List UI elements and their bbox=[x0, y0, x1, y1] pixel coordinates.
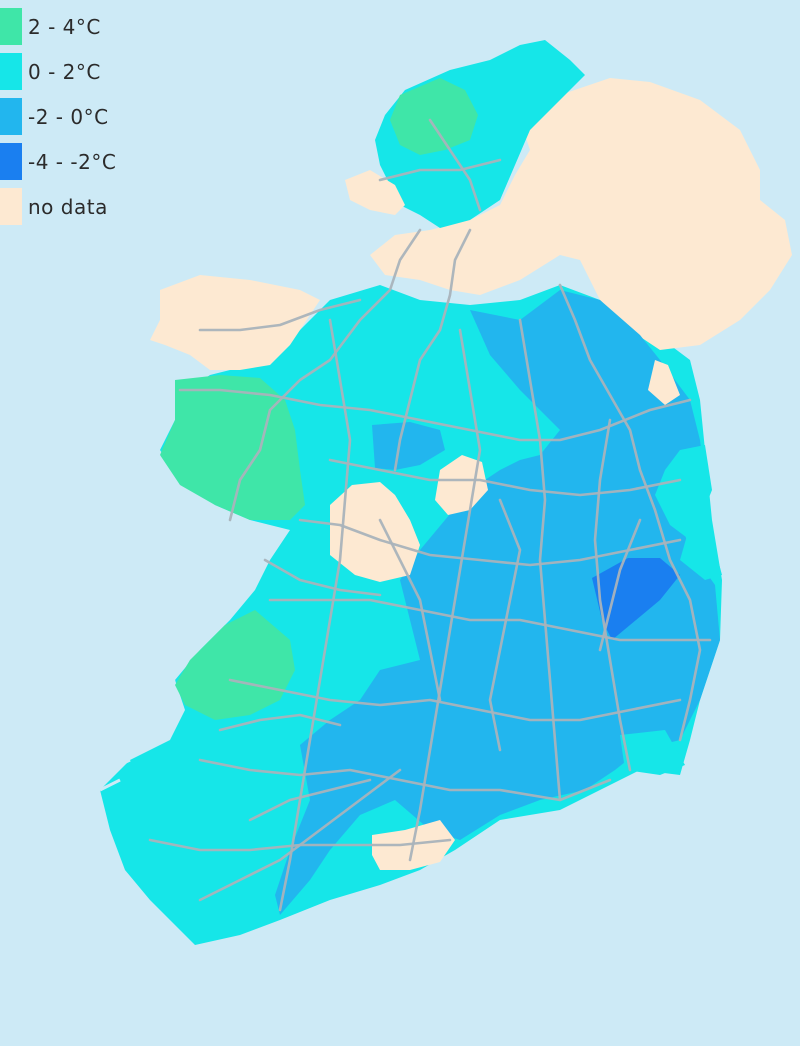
legend-label: -2 - 0°C bbox=[28, 104, 109, 129]
region-wexford-coast bbox=[620, 730, 685, 775]
legend-item-0-2: 0 - 2°C bbox=[0, 49, 116, 94]
region-wicklow-coast bbox=[680, 525, 722, 580]
legend-swatch bbox=[0, 8, 22, 45]
road-network bbox=[148, 118, 712, 912]
region-louth-nodata bbox=[648, 360, 680, 405]
legend-swatch bbox=[0, 188, 22, 225]
legend-swatch bbox=[0, 98, 22, 135]
region-donegal-warm bbox=[390, 78, 478, 155]
region-sligo-nodata bbox=[150, 275, 320, 370]
legend-item-minus4-minus2: -4 - -2°C bbox=[0, 139, 116, 184]
legend-swatch bbox=[0, 53, 22, 90]
legend-item-minus2-0: -2 - 0°C bbox=[0, 94, 116, 139]
region-dublin-coast bbox=[655, 445, 712, 540]
region-wicklow-verycold bbox=[592, 558, 680, 640]
legend-label: 2 - 4°C bbox=[28, 14, 101, 39]
legend-label: no data bbox=[28, 194, 108, 219]
legend-label: -4 - -2°C bbox=[28, 149, 117, 174]
legend-swatch bbox=[0, 143, 22, 180]
region-east-cold bbox=[275, 290, 720, 915]
legend: 2 - 4°C 0 - 2°C -2 - 0°C -4 - -2°C no da… bbox=[0, 4, 116, 229]
land-regions bbox=[100, 40, 792, 945]
region-clare-warm bbox=[175, 610, 295, 720]
legend-item-2-4: 2 - 4°C bbox=[0, 4, 116, 49]
legend-label: 0 - 2°C bbox=[28, 59, 101, 84]
region-northwest-nodata bbox=[345, 170, 405, 215]
region-roscommon-cold bbox=[372, 422, 445, 470]
region-northern-ireland bbox=[370, 78, 792, 350]
region-longford-nodata bbox=[435, 455, 488, 515]
legend-item-no-data: no data bbox=[0, 184, 116, 229]
coastline bbox=[99, 453, 176, 792]
